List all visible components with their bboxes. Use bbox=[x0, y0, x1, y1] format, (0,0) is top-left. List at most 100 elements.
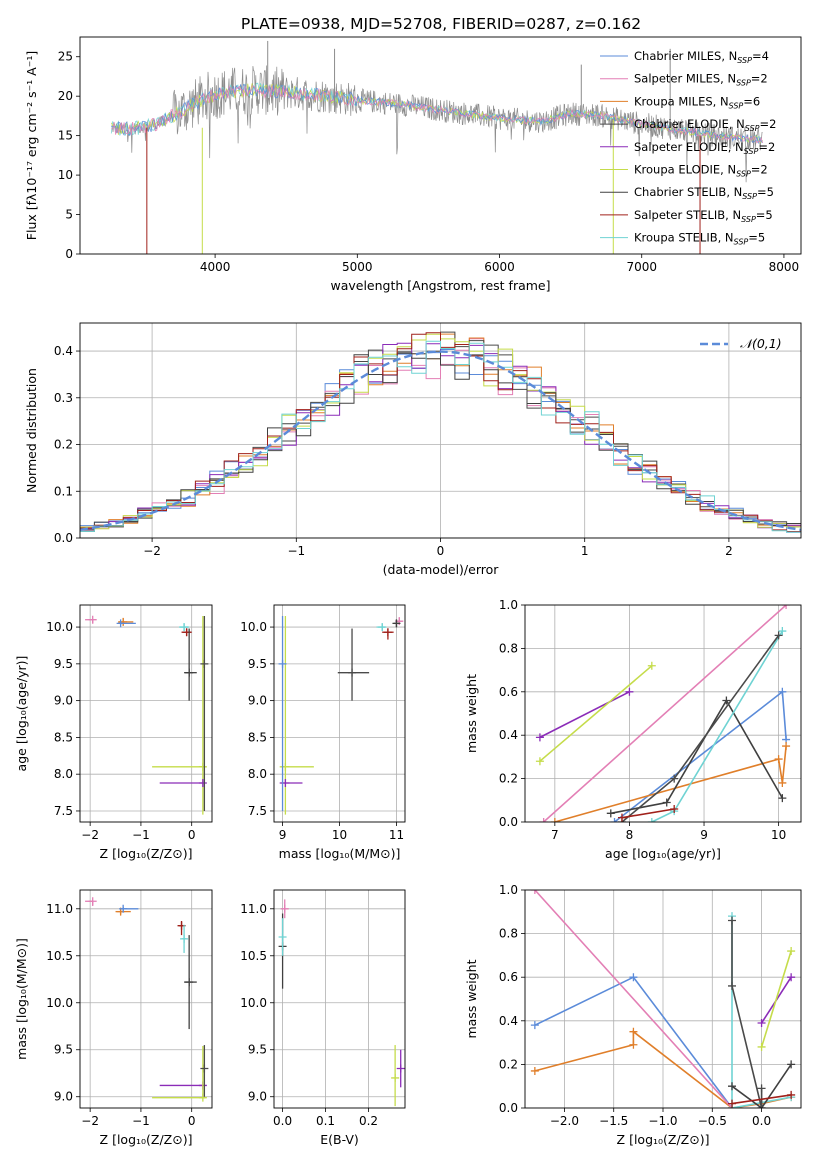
y-tick-label: 0.4 bbox=[499, 728, 518, 742]
errorbar-point-chabrier_elodie bbox=[200, 616, 209, 811]
series-kroupa_elodie bbox=[535, 661, 656, 766]
legend-label-kroupa_stelib: Kroupa STELIB, NSSP=5 bbox=[634, 231, 765, 247]
x-tick-label: −1.0 bbox=[648, 1114, 677, 1128]
series-chabrier_elodie bbox=[728, 916, 766, 1108]
series-line bbox=[760, 950, 792, 1048]
marker-plus bbox=[280, 904, 289, 913]
axes-spectrum: 4000 5000 6000 7000 8000 0 5 10 15 20 25 wavelength… bbox=[24, 36, 802, 293]
marker-plus bbox=[88, 615, 97, 624]
y-tick-label: 1.0 bbox=[499, 598, 518, 612]
marker-plus bbox=[378, 623, 387, 632]
series-marker bbox=[757, 1018, 766, 1027]
marker-plus bbox=[198, 779, 207, 788]
marker-plus bbox=[278, 932, 287, 941]
y-tick-label: 1.0 bbox=[499, 883, 518, 897]
histogram-kroupa_stelib bbox=[80, 340, 801, 533]
y-tick-label: 0.0 bbox=[499, 815, 518, 829]
legend-label-normal: 𝒩(0,1) bbox=[740, 336, 782, 351]
series-marker bbox=[787, 1090, 796, 1099]
series-marker bbox=[539, 818, 548, 822]
series-line bbox=[610, 698, 784, 815]
axes-frame bbox=[79, 322, 802, 539]
series-line bbox=[539, 665, 653, 762]
series-marker bbox=[617, 813, 626, 822]
marker-plus bbox=[180, 623, 189, 632]
y-tick-label: 9.0 bbox=[248, 1090, 267, 1104]
y-tick-label: 11.0 bbox=[46, 902, 73, 916]
errorbar-point-chabrier_stelib bbox=[184, 935, 197, 1030]
series-marker bbox=[670, 774, 679, 783]
y-axis-label: age [log₁₀(age/yr)] bbox=[14, 656, 29, 772]
errorbar-point-chabrier_miles bbox=[278, 616, 287, 811]
series-marker bbox=[647, 661, 656, 670]
series-line bbox=[534, 1030, 792, 1108]
series-marker bbox=[728, 916, 736, 925]
x-tick-label: −0.5 bbox=[698, 1114, 727, 1128]
plot-area bbox=[80, 890, 212, 1108]
marker-plus bbox=[396, 1064, 405, 1073]
y-axis-label: mass weight bbox=[464, 959, 479, 1038]
errorbar-point-kroupa_elodie bbox=[152, 616, 207, 815]
series-kroupa_elodie bbox=[757, 947, 796, 1051]
y-tick-label: 9.0 bbox=[248, 694, 267, 708]
series-marker bbox=[774, 755, 783, 764]
axes-frame bbox=[273, 604, 406, 823]
y-axis-label: mass weight bbox=[464, 674, 479, 753]
series-line bbox=[534, 890, 733, 1108]
x-tick-label: 7 bbox=[551, 828, 559, 842]
axes-mass_vs_Z: −2 −1 0 9.0 9.5 10.0 10.5 11.0 Z [log₁₀(Z/Z⊙)] ma… bbox=[14, 889, 213, 1147]
x-axis-label: E(B-V) bbox=[320, 1132, 359, 1147]
y-axis-label: Flux [fλ10⁻¹⁷ erg cm⁻² s⁻¹ A⁻¹] bbox=[24, 51, 39, 240]
series-marker bbox=[647, 818, 656, 822]
legend-label-kroupa_miles: Kroupa MILES, NSSP=6 bbox=[634, 94, 760, 110]
y-tick-label: 0.4 bbox=[54, 344, 73, 358]
y-tick-label: 0.8 bbox=[499, 927, 518, 941]
y-tick-label: 0.6 bbox=[499, 970, 518, 984]
legend-label-salpeter_miles: Salpeter MILES, NSSP=2 bbox=[634, 72, 768, 88]
series-salpeter_stelib bbox=[728, 1090, 796, 1108]
errorbar-point-kroupa_elodie bbox=[391, 1045, 400, 1107]
plot-area bbox=[80, 605, 212, 822]
y-tick-label: 10.0 bbox=[240, 996, 267, 1010]
series-marker bbox=[757, 1084, 766, 1093]
series-marker bbox=[782, 605, 791, 609]
marker-plus bbox=[278, 659, 287, 668]
series-salpeter_miles bbox=[530, 890, 736, 1108]
x-tick-label: 0.1 bbox=[316, 1114, 335, 1128]
series-kroupa_miles bbox=[550, 742, 791, 822]
y-tick-label: 10 bbox=[58, 168, 73, 182]
x-tick-label: 8000 bbox=[769, 260, 800, 274]
x-tick-label: 1 bbox=[581, 544, 589, 558]
series-salpeter_miles bbox=[539, 605, 791, 822]
plot-layer: 4000 5000 6000 7000 80000510152025wavelength… bbox=[14, 36, 802, 1147]
marker-plus bbox=[88, 897, 97, 906]
series-line bbox=[731, 920, 763, 1108]
x-tick-label: −2 bbox=[143, 544, 161, 558]
x-axis-label: age [log₁₀(age/yr)] bbox=[605, 846, 721, 861]
errorbar-point-chabrier_miles bbox=[119, 904, 139, 913]
series-line bbox=[731, 1063, 792, 1108]
errorbar-point-salpeter_stelib bbox=[181, 628, 192, 637]
marker-plus bbox=[119, 904, 128, 913]
y-tick-label: 0.2 bbox=[499, 1057, 518, 1071]
figure-title: PLATE=0938, MJD=52708, FIBERID=0287, z=0… bbox=[241, 15, 641, 33]
axes-mass_vs_ebv: 0.0 0.1 0.2 9.0 9.5 10.0 10.5 11.0 E(B-V) bbox=[240, 889, 406, 1147]
residual-legend: 𝒩(0,1) bbox=[700, 336, 782, 351]
x-tick-label: −2 bbox=[81, 1114, 99, 1128]
series-marker bbox=[550, 818, 559, 822]
series-marker bbox=[606, 809, 615, 818]
series-line bbox=[539, 691, 630, 739]
series-marker bbox=[530, 1021, 539, 1030]
x-axis-label: Z [log₁₀(Z/Z⊙)] bbox=[100, 846, 193, 861]
axes-frame bbox=[524, 604, 802, 823]
series-marker bbox=[625, 687, 634, 696]
axes-frame bbox=[79, 36, 802, 255]
legend-label-salpeter_elodie: Salpeter ELODIE, NSSP=2 bbox=[634, 140, 775, 156]
y-tick-label: 9.5 bbox=[54, 657, 73, 671]
y-tick-label: 10.0 bbox=[46, 620, 73, 634]
errorbar-point-salpeter_miles bbox=[280, 899, 289, 919]
x-tick-label: 6000 bbox=[484, 260, 515, 274]
errorbar-point-kroupa_stelib bbox=[376, 623, 387, 632]
axes-residuals: −2 −1 0 1 2 0.0 0.1 0.2 0.3 0.4 (data-model)/error… bbox=[24, 322, 802, 577]
